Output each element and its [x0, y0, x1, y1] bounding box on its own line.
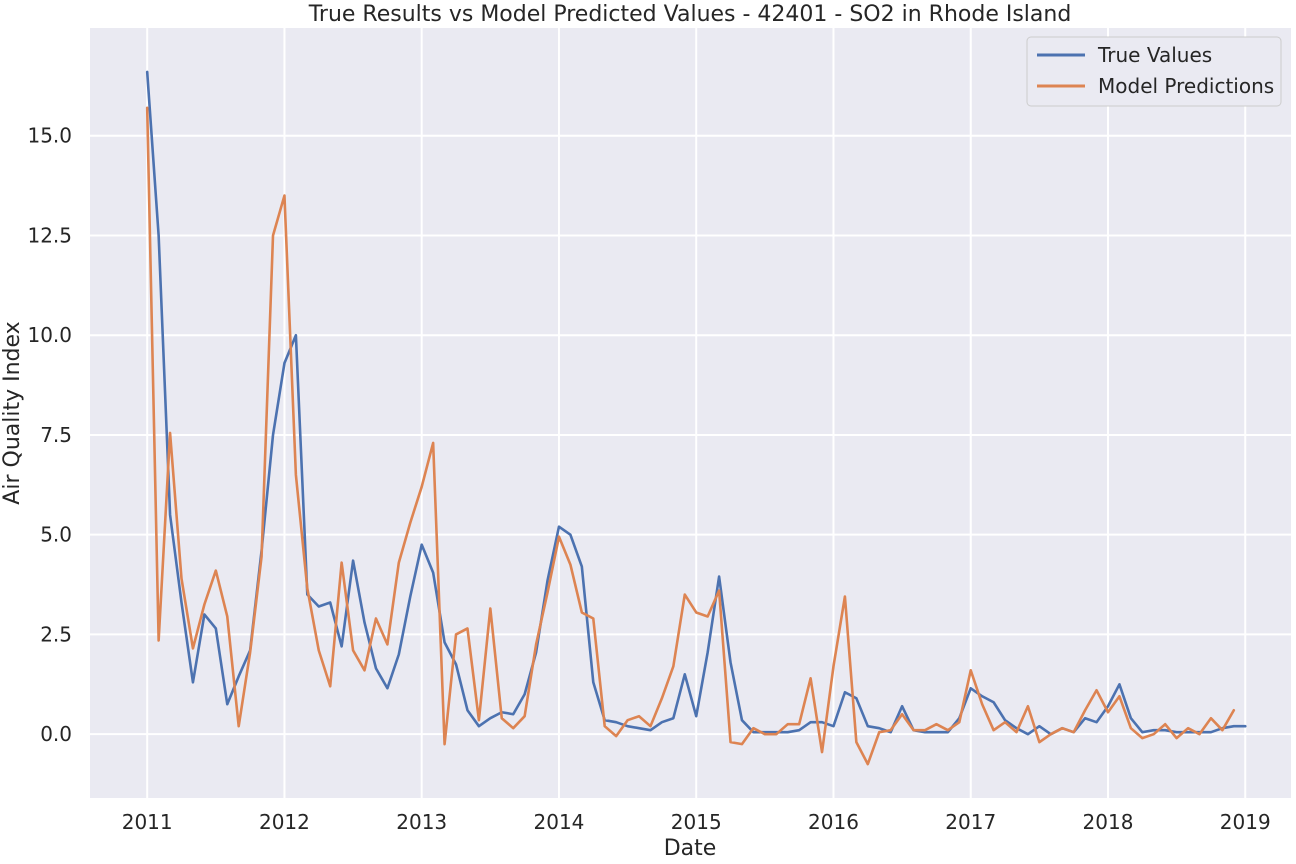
x-tick-label: 2019 [1220, 810, 1271, 834]
plot-area [90, 28, 1291, 798]
y-tick-label: 5.0 [40, 523, 72, 547]
x-tick-label: 2011 [122, 810, 173, 834]
x-axis-label: Date [664, 836, 717, 861]
x-tick-label: 2018 [1083, 810, 1134, 834]
y-tick-labels: 0.0 2.5 5.0 7.5 10.0 12.5 15.0 [27, 124, 72, 746]
y-tick-label: 15.0 [27, 124, 72, 148]
x-tick-label: 2014 [534, 810, 585, 834]
y-tick-label: 7.5 [40, 423, 72, 447]
x-tick-label: 2012 [259, 810, 310, 834]
x-tick-label: 2013 [396, 810, 447, 834]
series-lines [145, 70, 1247, 766]
x-tick-labels: 2011 2012 2013 2014 2015 2016 2017 2018 2019 [122, 810, 1271, 834]
legend-label-true-values: True Values [1097, 43, 1212, 67]
x-tick-label: 2017 [945, 810, 996, 834]
series-line-model-predictions [145, 106, 1236, 766]
legend-box [1026, 36, 1282, 107]
y-tick-label: 0.0 [40, 722, 72, 746]
chart-title: True Results vs Model Predicted Values -… [308, 2, 1072, 27]
y-tick-label: 10.0 [27, 323, 72, 347]
x-tick-label: 2015 [671, 810, 722, 834]
legend-label-model-predictions: Model Predictions [1098, 74, 1274, 98]
y-tick-label: 12.5 [27, 223, 72, 247]
y-axis-label: Air Quality Index [0, 321, 25, 504]
y-tick-label: 2.5 [40, 622, 72, 646]
legend: True Values Model Predictions [1026, 36, 1282, 107]
x-tick-label: 2016 [808, 810, 859, 834]
